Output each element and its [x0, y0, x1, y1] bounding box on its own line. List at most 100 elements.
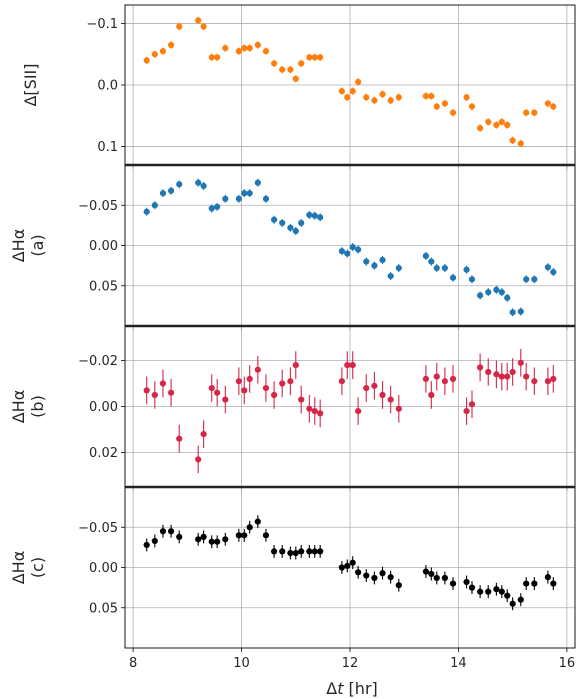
data-point	[311, 548, 318, 555]
data-point	[371, 382, 378, 389]
data-point	[498, 118, 505, 126]
data-point	[143, 57, 150, 64]
data-point	[509, 368, 516, 376]
data-point	[477, 124, 484, 132]
data-point	[493, 286, 500, 293]
data-point	[422, 92, 430, 100]
data-point	[449, 109, 457, 116]
y-tick-label: 0.02	[89, 446, 118, 461]
data-point	[371, 574, 378, 582]
data-point	[306, 211, 313, 219]
data-point	[338, 88, 345, 95]
data-point	[477, 588, 484, 595]
data-point	[387, 396, 394, 403]
data-point	[200, 23, 207, 30]
data-point	[441, 100, 448, 107]
data-point	[523, 109, 530, 116]
data-point	[338, 564, 345, 571]
data-point	[498, 588, 505, 595]
data-point	[468, 103, 476, 110]
data-point	[298, 548, 305, 555]
data-point	[317, 214, 324, 221]
data-point	[463, 94, 470, 101]
data-point	[363, 258, 370, 265]
data-point	[493, 371, 500, 378]
data-point	[246, 44, 253, 52]
data-point	[468, 276, 476, 283]
data-point	[463, 408, 470, 415]
data-point	[344, 562, 351, 569]
y-axis-sublabel: (b)	[28, 395, 47, 418]
data-point	[292, 227, 299, 235]
data-point	[523, 373, 530, 380]
data-point	[509, 137, 516, 144]
data-point	[493, 586, 500, 593]
data-point	[222, 396, 229, 403]
data-point	[298, 219, 305, 227]
data-point	[151, 391, 158, 399]
data-point	[159, 528, 167, 535]
data-point	[544, 574, 551, 581]
data-point	[208, 538, 215, 545]
data-point	[246, 524, 253, 531]
data-point	[292, 549, 299, 557]
data-point	[292, 75, 299, 82]
data-point	[344, 94, 351, 101]
data-point	[208, 205, 215, 212]
data-point	[254, 518, 261, 525]
data-point	[504, 121, 511, 129]
data-point	[143, 387, 150, 394]
data-point	[504, 294, 511, 301]
data-point	[279, 219, 286, 227]
data-point	[433, 373, 440, 380]
data-point	[449, 274, 457, 281]
data-point	[254, 179, 261, 186]
data-point	[363, 94, 370, 101]
data-point	[468, 584, 476, 591]
data-point	[433, 103, 440, 110]
data-point	[195, 17, 202, 24]
data-point	[167, 187, 175, 194]
data-point	[287, 549, 294, 557]
data-point	[433, 574, 440, 582]
data-point	[262, 532, 270, 539]
data-point	[355, 569, 362, 576]
data-point	[531, 378, 538, 385]
data-point	[441, 574, 448, 582]
data-point	[485, 289, 492, 296]
data-point	[379, 256, 386, 264]
data-point	[504, 373, 511, 380]
y-axis-label: ΔHα	[9, 551, 28, 585]
data-point	[371, 97, 378, 104]
y-tick-label: 0.00	[89, 239, 118, 254]
data-point	[311, 212, 318, 219]
data-point	[235, 195, 242, 202]
data-point	[468, 401, 476, 408]
data-point	[485, 368, 492, 376]
data-point	[262, 48, 270, 55]
data-point	[167, 41, 175, 49]
x-axis-label: Δt [hr]	[326, 679, 378, 698]
data-point	[279, 380, 286, 387]
data-point	[422, 252, 430, 260]
data-point	[279, 66, 286, 73]
data-point	[176, 533, 183, 541]
data-point	[523, 580, 530, 587]
data-point	[208, 385, 215, 392]
y-tick-label: 0.0	[97, 79, 118, 94]
data-point	[287, 378, 294, 385]
data-point	[428, 258, 435, 265]
data-point	[509, 309, 516, 316]
data-point	[292, 362, 299, 369]
data-point	[550, 580, 557, 587]
data-point	[298, 396, 305, 403]
data-point	[317, 548, 324, 555]
data-point	[428, 570, 435, 578]
data-point	[306, 54, 313, 61]
data-point	[246, 190, 253, 197]
y-tick-label: 0.1	[97, 140, 118, 155]
y-tick-label: −0.05	[78, 199, 118, 214]
data-point	[363, 385, 370, 392]
data-point	[176, 435, 183, 442]
data-point	[441, 378, 448, 385]
